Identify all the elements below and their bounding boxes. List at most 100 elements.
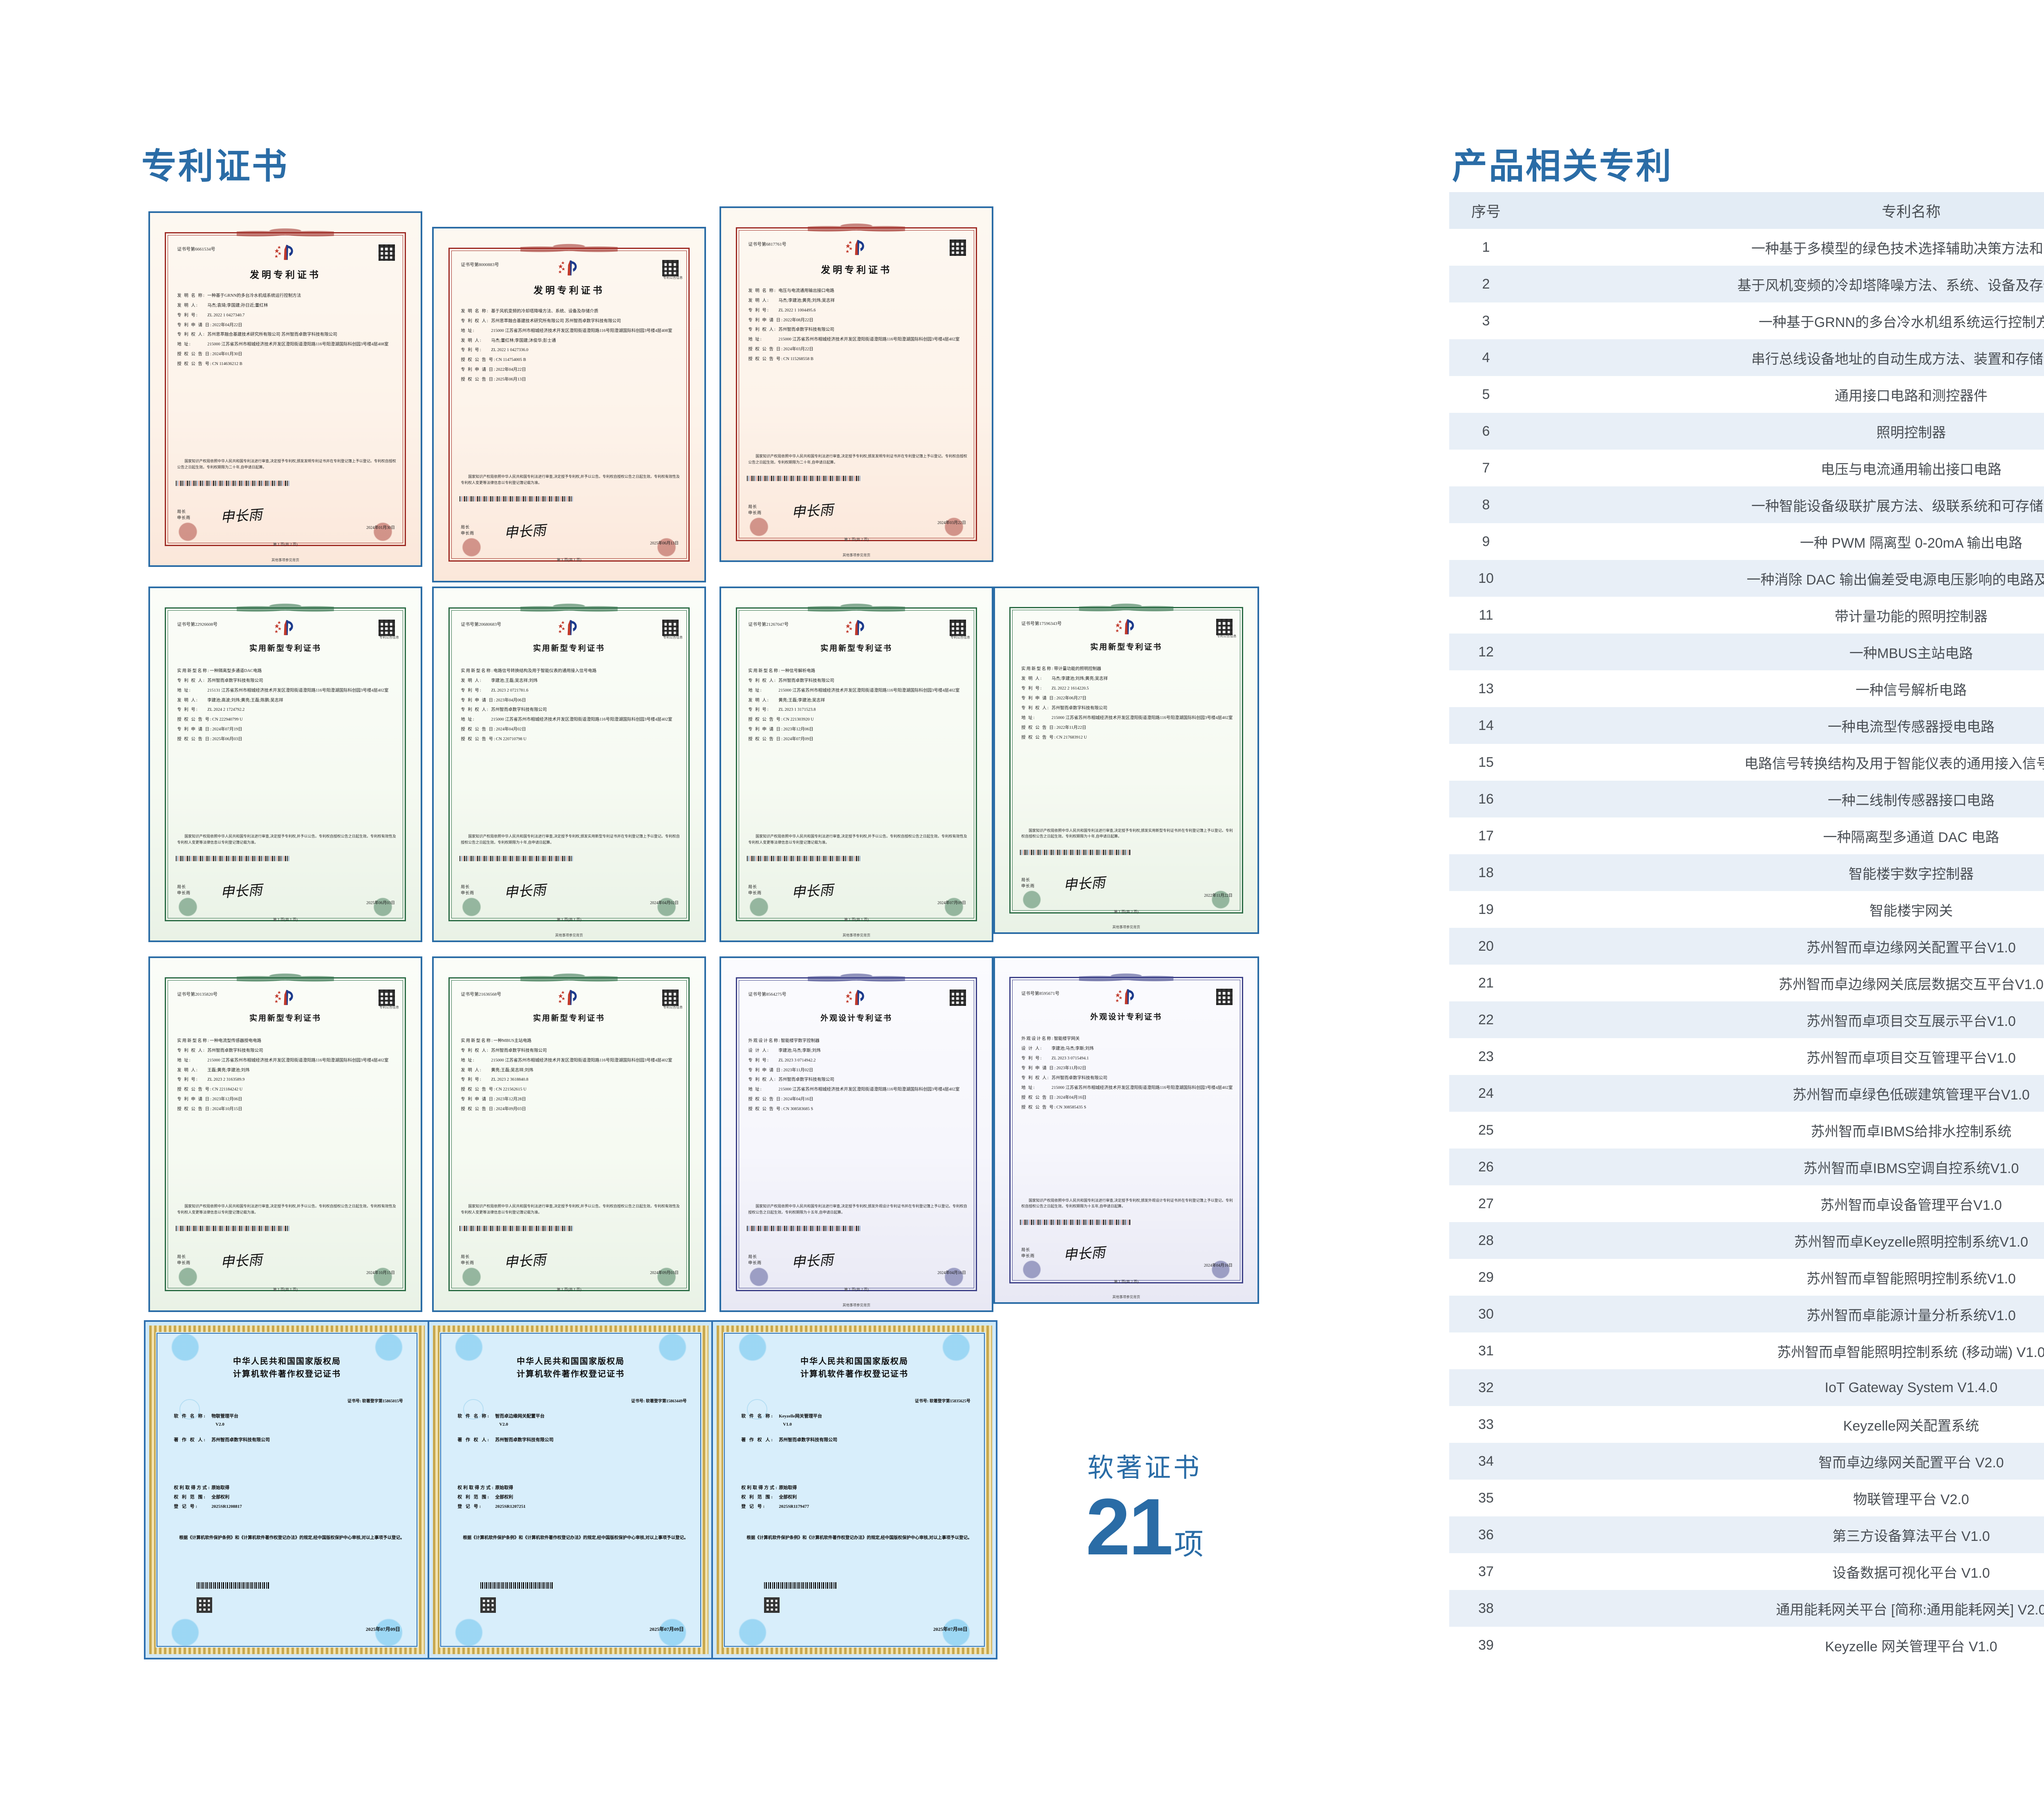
certificate-fields: 实用新型名称:带计量功能的照明控制器发 明 人: 马杰;李建池;刘炜;黄亮;吴志祥… [1021, 665, 1234, 743]
certificate-field: 授 权 公 告 号:CN 114636212 B [177, 360, 396, 368]
software-owner-row: 著 作 权 人: 苏州智而卓数字科技有限公司 [174, 1436, 406, 1444]
certificate-number: 证书号第20680683号 [461, 622, 502, 627]
certificate-field-label: 授 权 公 告 日: [177, 1107, 213, 1112]
certificate-field-label: 专 利 号: [748, 708, 769, 712]
certificate-field-label: 授 权 公 告 日: [177, 737, 213, 742]
certificate-field: 地 址: 215000 江苏省苏州市相城经济技术开发区澄阳街道澄阳路116号阳澄湖… [177, 1057, 396, 1064]
certificate-field-label: 专 利 权 人: [748, 327, 776, 332]
cell-patent-name: 苏州智而卓智能照明控制系统V1.0 [1806, 1271, 2016, 1287]
certificate-field: 专 利 申 请 日:2023年11月02日 [748, 1067, 967, 1074]
certificate-crest-ornament [807, 972, 905, 984]
certificate-corner-ornament [935, 1264, 973, 1290]
certificate-field-value: ZL 2023 1 3171523.8 [778, 708, 816, 712]
cell-no: 15 [1478, 754, 1494, 770]
table-row: 9一种 PWM 隔离型 0-20mA 输出电路发明 [1449, 523, 2044, 560]
certificate-field-label: 专 利 权 人: [461, 1048, 489, 1053]
software-name-row: 软 件 名 称: 智而卓边缘网关配置平台 [457, 1413, 689, 1421]
certificate-field: 授 权 公 告 号:CN 308583685 S [748, 1106, 967, 1113]
qr-code-icon [1216, 618, 1233, 635]
certificate-issue-date: 2024年04月16日 [1204, 1263, 1233, 1268]
certificate-field-value: 苏州智而卓数字科技有限公司 [207, 1048, 263, 1053]
certificate-field-label: 专 利 权 人: [177, 332, 205, 337]
certificate-field: 发 明 名 称: 基于风机变频的冷却塔降噪方法、系统、设备及存储介质 [461, 308, 680, 315]
certificate-field: 专 利 申 请 日:2022年06月27日 [1021, 695, 1234, 702]
certificate-corner-ornament [935, 514, 973, 540]
software-name-label: 软 件 名 称: [741, 1413, 774, 1419]
certificate-field-value: 带计量功能的照明控制器 [1054, 667, 1101, 672]
certificate-field-label: 实用新型名称: [177, 668, 210, 673]
certificate-title: 实用新型专利证书 [249, 1014, 321, 1023]
certificate-field-label: 专 利 权 人: [177, 678, 205, 683]
certificate-field: 专 利 申 请 日:2024年07月19日 [177, 726, 396, 733]
certificate-number: 证书号第8000883号 [461, 262, 499, 268]
table-row: 16一种二线制传感器接口电路实用新型 [1449, 781, 2044, 817]
certificate-crest-ornament [1079, 602, 1174, 613]
certificate-field-label: 发 明 人: [1021, 676, 1042, 681]
certificate-field-value: 215131 江苏省苏州市相城经济技术开发区澄阳街道澄阳路116号阳澄湖国际科创… [207, 688, 389, 693]
qr-code-label: 专利公告信息 [663, 635, 683, 639]
certificate-field: 授 权 公 告 号:CN 308585435 S [1021, 1104, 1234, 1111]
certificate-field: 授 权 公 告 号:CN 221184242 U [177, 1086, 396, 1093]
certificate-legal-text: 国家知识产权局依照中华人民共和国专利法进行审查,决定授予专利权,颁发发明专利证书… [177, 459, 396, 469]
certificate-field: 授 权 公 告 号:CN 221562615 U [461, 1086, 680, 1093]
certificate-field-label: 专 利 申 请 日: [177, 322, 213, 327]
scope-row: 权 利 范 围: 全部权利 [174, 1493, 406, 1502]
patent-certificate: 证书号第20680683号 专利公告信息 实用新型专利证书 实用新型名称:电路信号转换… [432, 587, 706, 942]
certificate-field-value: 苏州智而卓数字科技有限公司 [1051, 1075, 1107, 1080]
certificate-field: 专 利 申 请 日:2022年04月22日 [177, 322, 396, 329]
certificate-corner-ornament [169, 894, 207, 920]
registration-value: 2025SR1208817 [211, 1504, 242, 1509]
barcode-icon [459, 1226, 573, 1232]
cell-patent-name: 一种MBUS主站电路 [1849, 645, 1973, 661]
certificate-page-note: 第 1 页(共 2 页) [844, 537, 869, 542]
acquisition-label: 权利取得方式: [741, 1485, 778, 1490]
certificate-page-note: 第 1 页(共 2 页) [1114, 910, 1139, 914]
certificate-field: 专 利 号: ZL 2022 1 0427336.0 [461, 347, 680, 354]
certificate-field: 专 利 号: ZL 2023 3 0714942.2 [748, 1057, 967, 1064]
certificate-field-value: ZL 2023 2 3618840.8 [491, 1077, 529, 1082]
certificate-field: 地 址: 215000 江苏省苏州市相城经济技术开发区澄阳街道澄阳路116号阳澄湖… [1021, 714, 1234, 722]
certificate-field-value: ZL 2022 1 0427336.0 [491, 348, 529, 353]
certificate-field-label: 授 权 公 告 日: [748, 347, 784, 352]
certificate-foot-note: 其他事项参见背页 [842, 553, 870, 558]
certificate-inner-frame [448, 977, 690, 1291]
certificate-field-value: 2022年04月22日 [496, 367, 526, 372]
certificate-title: 实用新型专利证书 [820, 644, 892, 653]
certificate-field: 地 址: 215000 江苏省苏州市相城经济技术开发区澄阳街道澄阳路116号阳澄湖… [748, 687, 967, 694]
barcode-icon [480, 1582, 554, 1589]
signatory-label: 局长 申长雨 [1021, 1247, 1035, 1258]
certificate-field-label: 授 权 公 告 号: [1021, 735, 1057, 740]
certificate-field-value: 一种电流型传感器授电电路 [210, 1038, 262, 1043]
certificate-foot-note: 其他事项参见背页 [842, 1303, 870, 1308]
software-certificate-note: 根据《计算机软件保护条例》和《计算机软件著作权登记办法》的规定,经中国版权保护中… [463, 1535, 688, 1540]
certificate-issue-date: 2024年04月02日 [650, 900, 679, 905]
certificate-field-value: ZL 2023 2 0721781.6 [491, 688, 529, 693]
certificate-field-value: 2023年12月06日 [783, 727, 814, 732]
certificate-field-label: 授 权 公 告 日: [1021, 1095, 1057, 1100]
flourish-ornament [724, 1332, 781, 1362]
cell-patent-name: 一种基于多模型的绿色技术选择辅助决策方法和系统 [1751, 241, 2044, 257]
certificate-field: 授 权 公 告 日:2024年03月22日 [748, 346, 967, 353]
qr-code-icon [480, 1597, 496, 1613]
certificate-field-value: 2022年04月22日 [212, 322, 242, 327]
inner-border [440, 1333, 701, 1647]
certificate-field-value: CN 221303920 U [783, 717, 814, 722]
cell-patent-name: 一种电流型传感器授电电路 [1828, 719, 1995, 735]
cell-patent-name: 一种基于GRNN的多台冷水机组系统运行控制方法 [1758, 314, 2044, 330]
certificate-field-value: 电压与电流通用输出接口电路 [778, 288, 834, 293]
certificate-field-value: 2024年04月02日 [496, 727, 526, 732]
cell-patent-name: 照明控制器 [1876, 425, 1946, 441]
table-row: 6照明控制器发明 [1449, 413, 2044, 450]
certificate-title: 外观设计专利证书 [1090, 1012, 1162, 1021]
acquisition-value: 原始取得 [495, 1485, 513, 1490]
cell-no: 28 [1478, 1232, 1494, 1248]
certificate-field: 实用新型名称:电路信号转换结构及用于智能仪表的通用接入信号电路 [461, 667, 680, 675]
certificate-legal-text: 国家知识产权局依照中华人民共和国专利法进行审查,决定授予专利权,颁发实用新型专利… [461, 834, 680, 844]
certificate-field-value: CN 221184242 U [212, 1087, 243, 1092]
greek-key-border [433, 1326, 708, 1654]
cell-no: 25 [1478, 1122, 1494, 1138]
